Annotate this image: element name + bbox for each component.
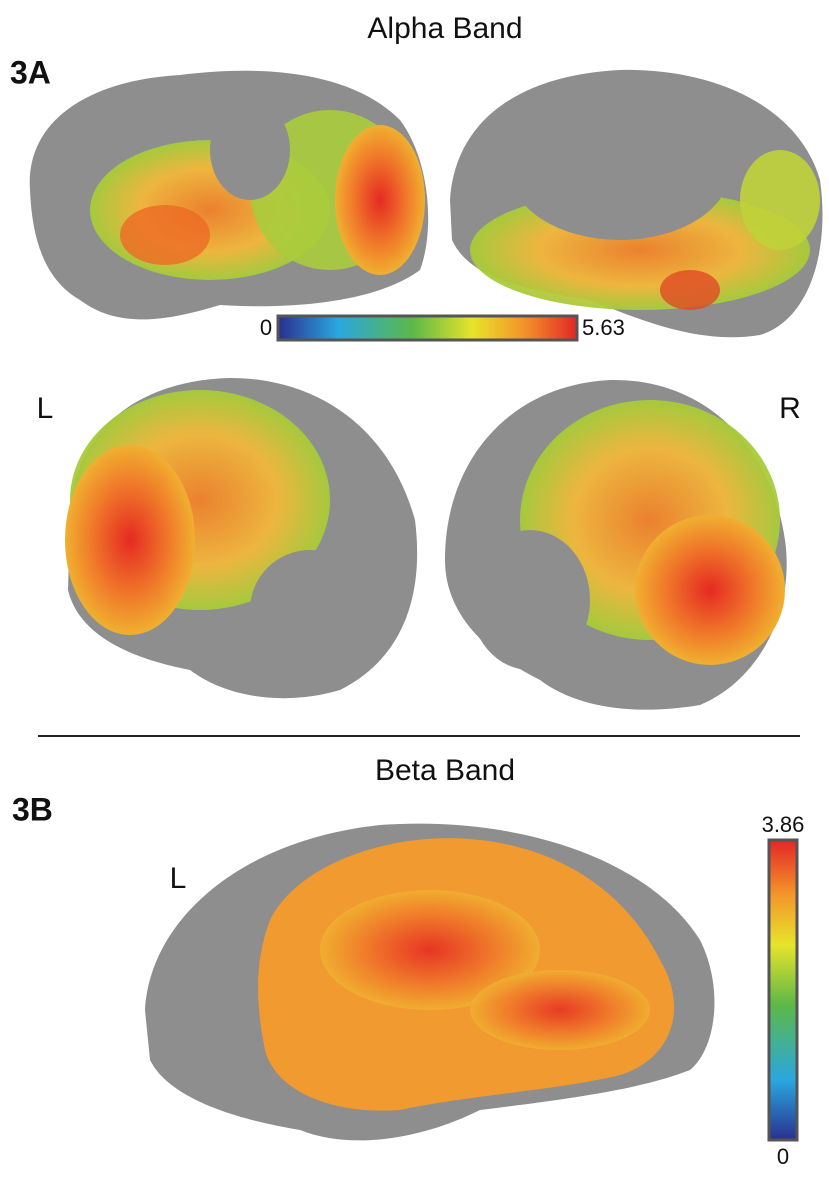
panel-label: 3A xyxy=(10,54,51,90)
brain-top-left xyxy=(29,70,429,320)
colorbar xyxy=(767,838,799,1142)
panel-label: 3B xyxy=(12,791,53,827)
side-label: L xyxy=(37,392,54,425)
colorbar-max: 3.86 xyxy=(762,812,805,837)
panel-title: Alpha Band xyxy=(367,12,522,45)
side-label: R xyxy=(779,392,801,425)
colorbar-min: 0 xyxy=(777,1144,789,1169)
brain-bottom xyxy=(145,823,715,1141)
colorbar-min: 0 xyxy=(260,315,272,340)
brain-mid-left xyxy=(65,378,418,699)
colorbar-max: 5.63 xyxy=(582,315,625,340)
brain-mid-right xyxy=(445,379,787,710)
side-label: L xyxy=(170,862,187,895)
colorbar xyxy=(276,314,579,342)
brain-top-right xyxy=(450,69,823,338)
panel-title: Beta Band xyxy=(375,754,515,787)
